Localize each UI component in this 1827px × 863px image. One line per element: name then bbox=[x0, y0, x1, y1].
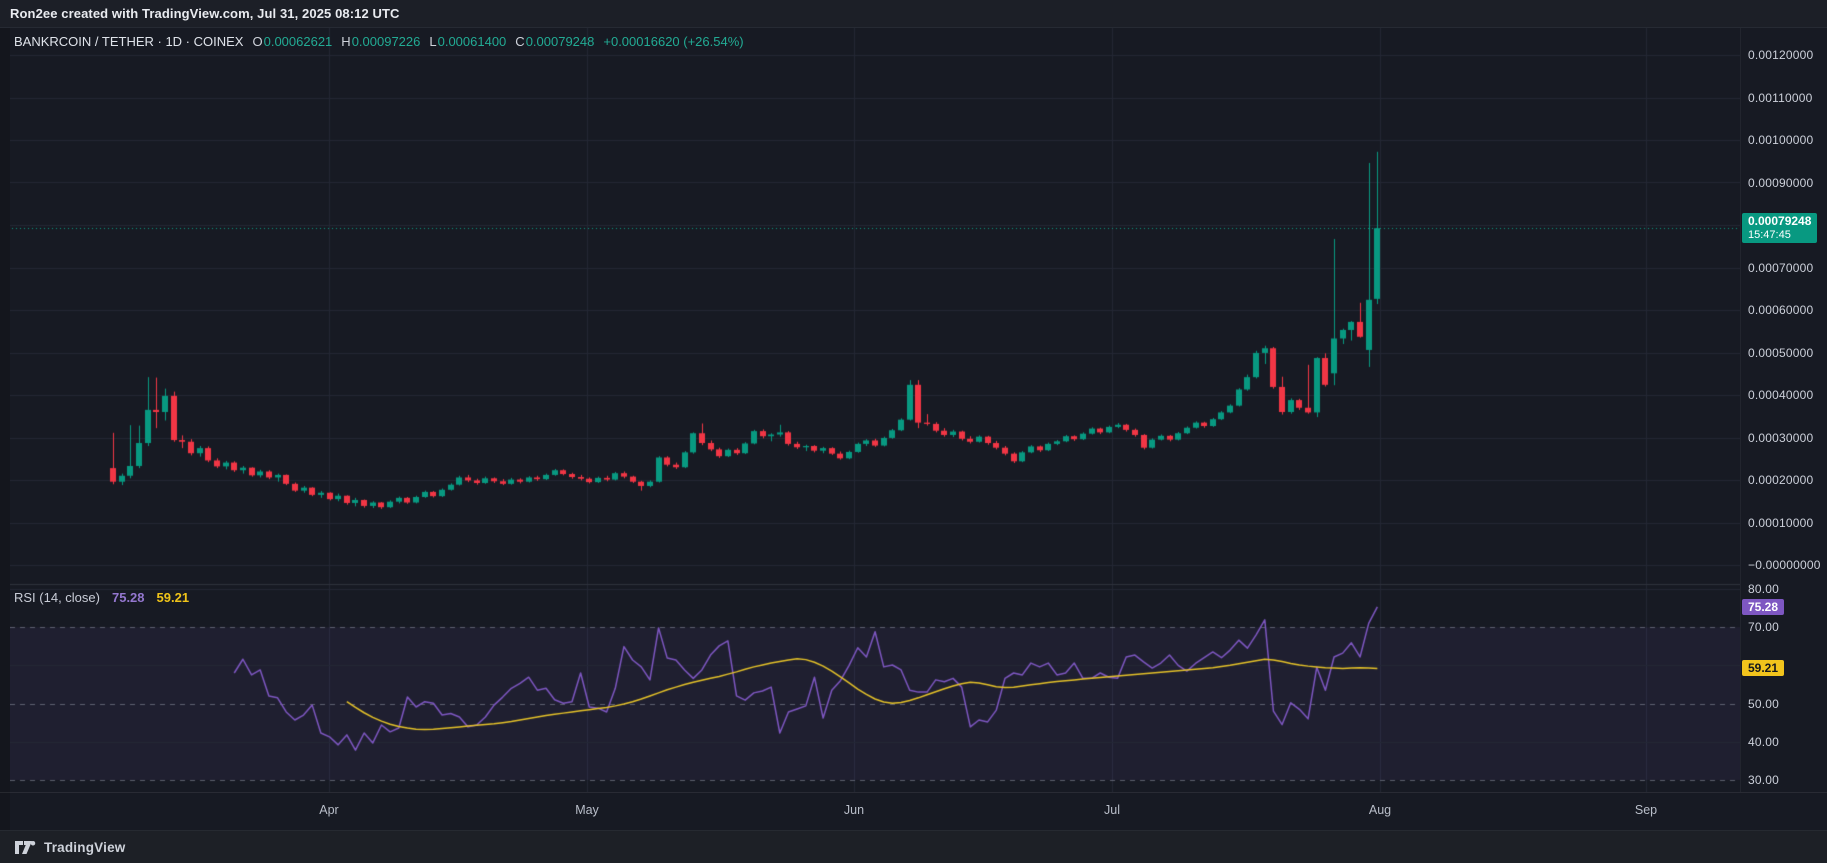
tradingview-logo-icon[interactable] bbox=[14, 840, 37, 855]
price-tick-label: 0.00050000 bbox=[1748, 345, 1814, 360]
price-tick-label: 0.00010000 bbox=[1748, 515, 1814, 530]
time-axis[interactable]: Apr May Jun Jul Aug Sep bbox=[0, 792, 1827, 830]
tradingview-brand-text[interactable]: TradingView bbox=[44, 839, 126, 855]
credit-bar: Ron2ee created with TradingView.com, Jul… bbox=[0, 0, 1827, 28]
chart-region: BANKRCOIN / TETHER · 1D · COINEX O 0.0006… bbox=[0, 28, 1827, 830]
ohlc-high: H 0.00097226 bbox=[341, 34, 421, 49]
last-price-badge: 0.00079248 15:47:45 bbox=[1742, 213, 1818, 244]
month-label-aug: Aug bbox=[1368, 803, 1392, 817]
symbol-legend: BANKRCOIN / TETHER · 1D · COINEX O 0.0006… bbox=[14, 34, 744, 49]
month-label-apr: Apr bbox=[319, 803, 339, 817]
symbol-title[interactable]: BANKRCOIN / TETHER · 1D · COINEX bbox=[14, 34, 244, 49]
month-label-sep: Sep bbox=[1634, 803, 1658, 817]
rsi-tick-label: 70.00 bbox=[1748, 620, 1780, 635]
rsi-legend: RSI (14, close) 75.28 59.21 bbox=[14, 590, 189, 605]
rsi-value-badge: 75.28 bbox=[1742, 598, 1785, 615]
rsi-tick-label: 80.00 bbox=[1748, 581, 1780, 596]
ohlc-close: C 0.00079248 bbox=[515, 34, 595, 49]
price-axis[interactable]: 0.00079248 15:47:45 75.28 59.21 0.001200… bbox=[1740, 28, 1827, 792]
rsi-ma-current-value: 59.21 bbox=[156, 590, 190, 605]
price-tick-label: 0.00110000 bbox=[1748, 90, 1813, 105]
price-tick-label: 0.00060000 bbox=[1748, 303, 1814, 317]
price-tick-label: 0.00070000 bbox=[1748, 260, 1814, 275]
price-tick-label: 0.00120000 bbox=[1748, 48, 1814, 62]
rsi-tick-label: 30.00 bbox=[1748, 773, 1780, 787]
price-tick-label: −0.00000000 bbox=[1748, 558, 1821, 572]
countdown-timer: 15:47:45 bbox=[1748, 229, 1791, 242]
rsi-tick-label: 40.00 bbox=[1748, 734, 1780, 749]
price-tick-label: 0.00040000 bbox=[1748, 388, 1814, 402]
month-label-jun: Jun bbox=[843, 803, 865, 817]
month-label-jul: Jul bbox=[1104, 803, 1120, 817]
left-gutter bbox=[0, 28, 10, 830]
rsi-current-value: 75.28 bbox=[111, 590, 145, 605]
ohlc-open: O 0.00062621 bbox=[252, 34, 333, 49]
rsi-ma-value-badge: 59.21 bbox=[1742, 660, 1785, 677]
rsi-title[interactable]: RSI (14, close) bbox=[14, 590, 100, 605]
price-tick-label: 0.00020000 bbox=[1748, 473, 1814, 487]
footer-bar: TradingView bbox=[0, 830, 1827, 863]
month-label-may: May bbox=[575, 803, 599, 817]
change-value: +0.00016620 (+26.54%) bbox=[603, 34, 744, 49]
price-and-rsi-chart-canvas[interactable] bbox=[0, 28, 1740, 792]
price-tick-label: 0.00100000 bbox=[1748, 133, 1814, 147]
ohlc-low: L 0.00061400 bbox=[429, 34, 507, 49]
rsi-tick-label: 50.00 bbox=[1748, 696, 1780, 711]
price-tick-label: 0.00090000 bbox=[1748, 175, 1814, 190]
price-tick-label: 0.00030000 bbox=[1748, 430, 1814, 445]
credit-text: Ron2ee created with TradingView.com, Jul… bbox=[10, 6, 400, 21]
